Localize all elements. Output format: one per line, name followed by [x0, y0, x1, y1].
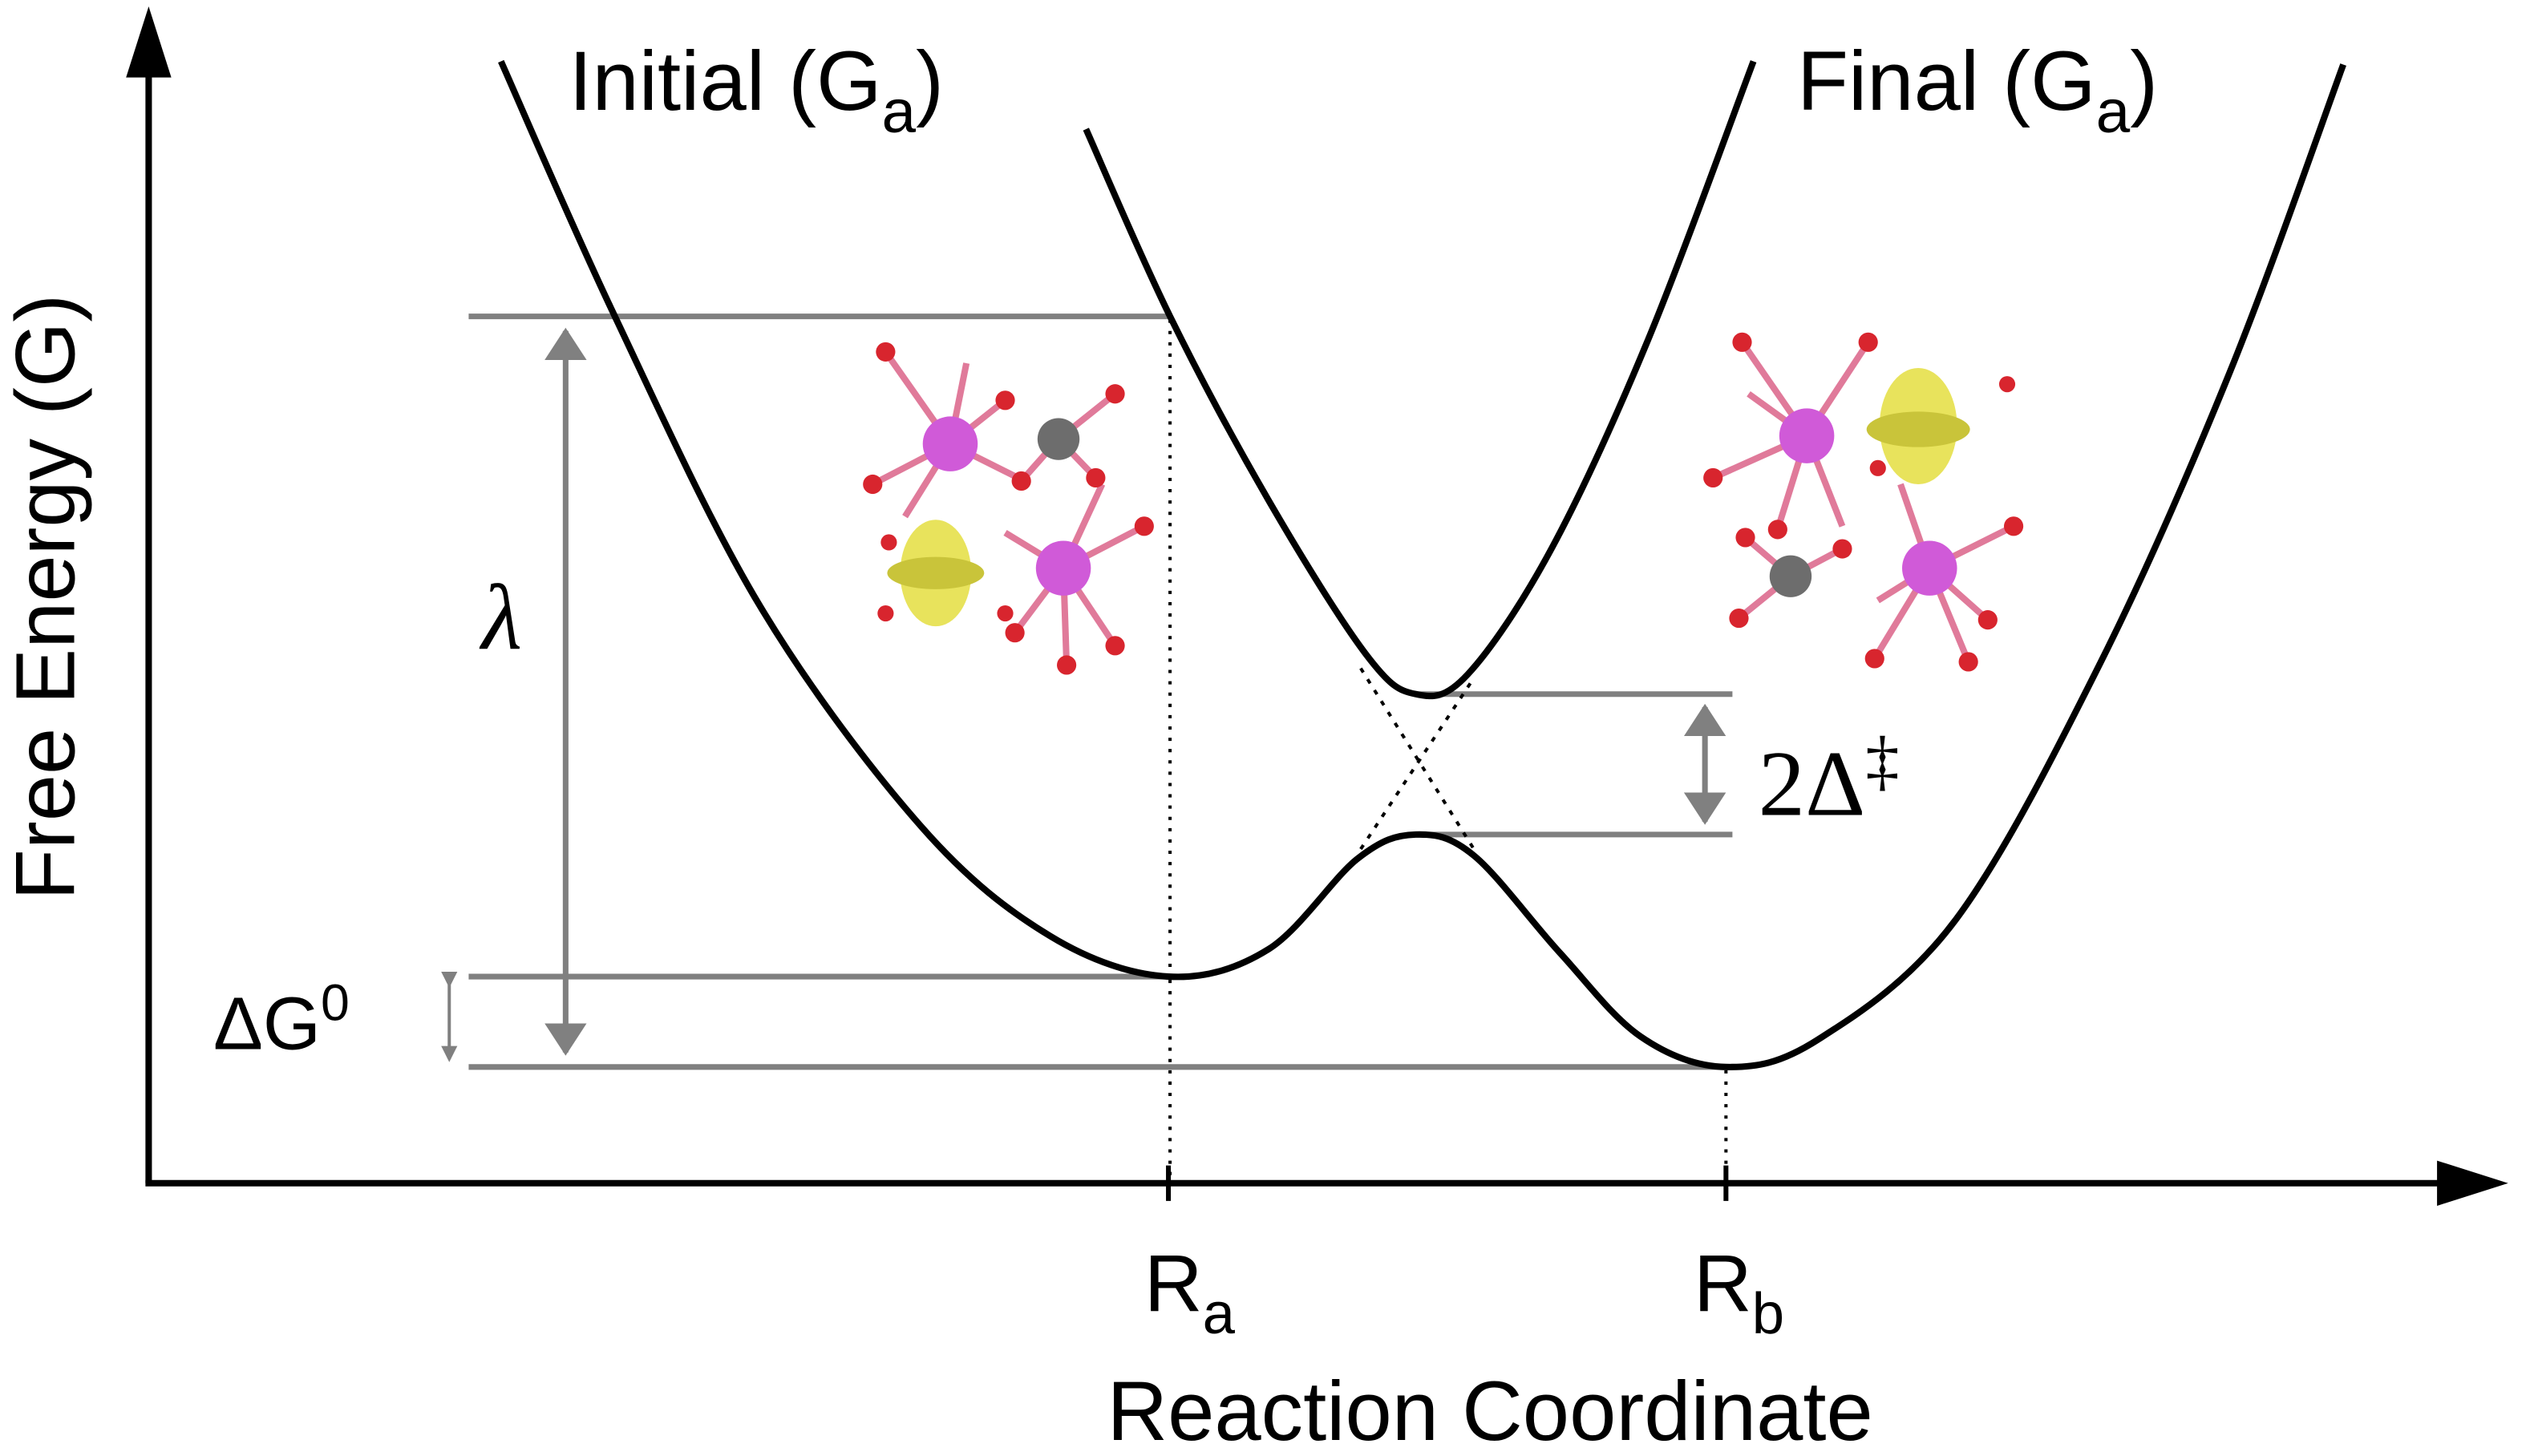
y-axis-label: Free Energy (G) — [0, 294, 93, 900]
x-axis-arrow — [2437, 1160, 2508, 1206]
superscript: 0 — [321, 973, 350, 1031]
subscript: a — [882, 78, 917, 146]
guides — [441, 313, 1733, 1183]
structure-initial — [863, 342, 1154, 675]
x-tick-label: Ra — [1144, 1239, 1236, 1346]
label-text: R — [1144, 1239, 1203, 1329]
coupling-label: 2Δ‡ — [1759, 723, 1900, 835]
label-text: Initial (G — [569, 34, 881, 128]
subscript: b — [1752, 1281, 1784, 1346]
final-label: Final (Ga) — [1797, 34, 2158, 146]
lambda-label: λ — [480, 566, 523, 669]
structure-final — [1703, 332, 2024, 672]
lower-surface — [498, 59, 2346, 1070]
dg-label: ΔG0 — [213, 973, 350, 1065]
x-axis-label: Reaction Coordinate — [1107, 1365, 1872, 1456]
label-text: 2Δ — [1759, 733, 1866, 836]
axes — [126, 6, 2508, 1206]
label-text: ) — [2130, 34, 2158, 128]
superscript: ‡ — [1865, 723, 1899, 798]
label-text: ) — [916, 34, 944, 128]
diabatic-crossing — [1359, 677, 1475, 851]
y-axis-arrow — [126, 6, 172, 78]
x-tick-label: Rb — [1694, 1239, 1784, 1346]
label-text: Final (G — [1797, 34, 2096, 128]
label-text: R — [1694, 1239, 1752, 1329]
subscript: a — [1203, 1281, 1236, 1346]
upper-surface — [1083, 60, 1757, 700]
initial-label: Initial (Ga) — [569, 34, 944, 146]
label-text: ΔG — [213, 982, 321, 1066]
subscript: a — [2096, 78, 2131, 146]
diabatic-crossing — [1359, 667, 1475, 851]
